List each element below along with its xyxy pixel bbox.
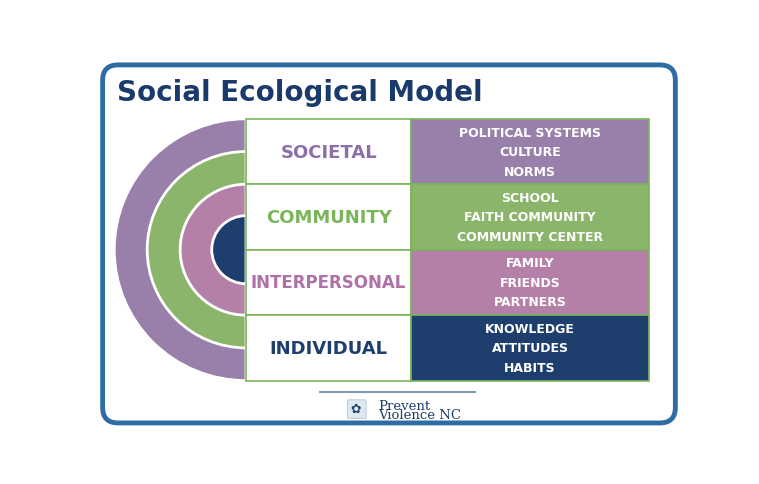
Text: INTERPERSONAL: INTERPERSONAL — [251, 274, 406, 292]
Bar — [246, 250, 411, 316]
Text: Prevent: Prevent — [379, 399, 430, 412]
Bar — [246, 185, 411, 250]
Wedge shape — [180, 185, 246, 316]
Text: FAMILY
FRIENDS
PARTNERS: FAMILY FRIENDS PARTNERS — [493, 257, 566, 309]
Text: Violence NC: Violence NC — [379, 408, 461, 421]
Text: ✿: ✿ — [350, 402, 361, 415]
Text: SCHOOL
FAITH COMMUNITY
COMMUNITY CENTER: SCHOOL FAITH COMMUNITY COMMUNITY CENTER — [457, 192, 603, 243]
Bar — [411, 120, 649, 185]
Text: Social Ecological Model: Social Ecological Model — [117, 79, 482, 107]
Bar — [411, 185, 649, 250]
Bar — [411, 250, 649, 316]
Wedge shape — [212, 216, 246, 284]
Bar — [246, 316, 411, 381]
Bar — [246, 120, 411, 185]
Text: SOCIETAL: SOCIETAL — [280, 143, 377, 161]
Text: INDIVIDUAL: INDIVIDUAL — [269, 339, 388, 357]
Text: KNOWLEDGE
ATTITUDES
HABITS: KNOWLEDGE ATTITUDES HABITS — [485, 322, 575, 374]
FancyBboxPatch shape — [348, 400, 366, 419]
Text: COMMUNITY: COMMUNITY — [266, 209, 392, 227]
Wedge shape — [147, 152, 246, 348]
FancyBboxPatch shape — [102, 66, 676, 423]
Bar — [411, 316, 649, 381]
Wedge shape — [115, 120, 246, 381]
Text: POLITICAL SYSTEMS
CULTURE
NORMS: POLITICAL SYSTEMS CULTURE NORMS — [459, 126, 601, 178]
